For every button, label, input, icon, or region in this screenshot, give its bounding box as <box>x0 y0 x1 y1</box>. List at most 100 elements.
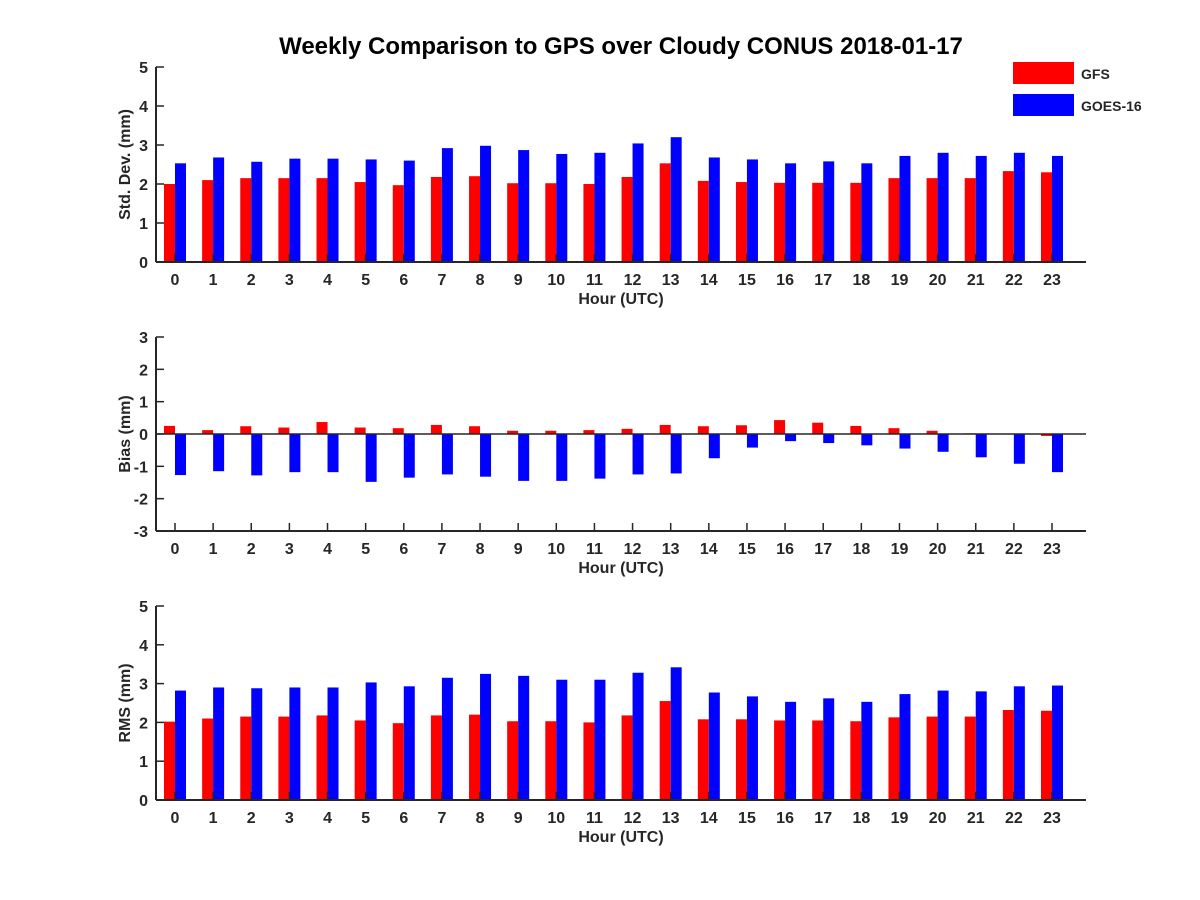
bar-gfs-hour-14 <box>697 426 709 434</box>
bar-gfs-hour-6 <box>392 185 404 262</box>
x-tick-label: 11 <box>586 272 603 289</box>
legend-label-goes16: GOES-16 <box>1081 98 1142 114</box>
bar-goes16-hour-8 <box>480 673 492 800</box>
x-tick-label: 6 <box>399 541 408 558</box>
y-tick-label: 4 <box>139 99 148 116</box>
bar-goes16-hour-17 <box>823 434 835 444</box>
bar-gfs-hour-11 <box>583 722 595 800</box>
y-tick-label: -2 <box>134 492 148 509</box>
x-tick-label: 18 <box>852 541 870 558</box>
x-tick-label: 21 <box>967 810 985 827</box>
bar-gfs-hour-7 <box>430 715 442 800</box>
bar-goes16-hour-16 <box>785 163 797 262</box>
bar-gfs-hour-18 <box>850 721 862 800</box>
x-tick-label: 13 <box>662 810 680 827</box>
bar-gfs-hour-19 <box>888 428 900 434</box>
y-tick-label: 5 <box>139 60 148 77</box>
x-tick-label: 19 <box>891 810 909 827</box>
bar-gfs-hour-16 <box>774 420 786 434</box>
bar-gfs-hour-23 <box>1040 434 1052 436</box>
x-tick-label: 1 <box>209 810 218 827</box>
bar-goes16-hour-22 <box>1013 152 1025 262</box>
bar-goes16-hour-1 <box>213 434 225 472</box>
bar-goes16-hour-22 <box>1013 434 1025 464</box>
bar-goes16-hour-20 <box>937 434 949 452</box>
x-tick-label: 2 <box>247 272 256 289</box>
bar-gfs-hour-10 <box>545 721 557 800</box>
bar-gfs-hour-17 <box>812 720 824 800</box>
y-tick-label: 2 <box>139 362 148 379</box>
x-tick-label: 16 <box>776 272 794 289</box>
x-tick-label: 8 <box>476 541 485 558</box>
y-tick-label: 3 <box>139 677 148 694</box>
x-tick-label: 23 <box>1043 272 1061 289</box>
bar-gfs-hour-10 <box>545 183 557 262</box>
y-tick-label: -3 <box>134 524 148 541</box>
bar-goes16-hour-5 <box>365 159 377 262</box>
x-tick-label: 21 <box>967 541 985 558</box>
bar-goes16-hour-0 <box>175 434 186 476</box>
bar-goes16-hour-3 <box>289 687 301 800</box>
x-axis-label: Hour (UTC) <box>578 560 663 577</box>
bar-goes16-hour-6 <box>403 686 415 800</box>
legend-label-gfs: GFS <box>1081 66 1110 82</box>
bar-gfs-hour-7 <box>430 176 442 262</box>
bar-gfs-hour-9 <box>507 721 519 800</box>
bar-goes16-hour-4 <box>327 434 339 473</box>
bar-gfs-hour-4 <box>316 422 328 434</box>
bar-goes16-hour-10 <box>556 434 568 481</box>
bar-gfs-hour-6 <box>392 723 404 800</box>
bar-gfs-hour-6 <box>392 428 404 434</box>
x-tick-label: 20 <box>929 272 947 289</box>
bar-goes16-hour-4 <box>327 687 339 800</box>
x-tick-label: 22 <box>1005 810 1023 827</box>
x-tick-label: 22 <box>1005 541 1023 558</box>
bar-gfs-hour-20 <box>926 716 938 800</box>
x-tick-label: 18 <box>852 810 870 827</box>
x-tick-label: 10 <box>547 272 565 289</box>
x-tick-label: 19 <box>891 541 909 558</box>
y-tick-label: 4 <box>139 638 148 655</box>
bar-goes16-hour-21 <box>975 691 987 800</box>
x-tick-label: 20 <box>929 810 947 827</box>
bar-gfs-hour-2 <box>240 426 252 434</box>
bar-goes16-hour-15 <box>746 159 758 262</box>
x-tick-label: 5 <box>361 272 370 289</box>
bar-goes16-hour-19 <box>899 694 911 800</box>
bar-gfs-hour-20 <box>926 178 938 262</box>
bar-goes16-hour-2 <box>251 688 263 800</box>
bar-gfs-hour-8 <box>469 176 481 262</box>
bar-goes16-hour-15 <box>746 696 758 800</box>
bar-gfs-hour-19 <box>888 178 900 262</box>
x-tick-label: 23 <box>1043 541 1061 558</box>
bar-goes16-hour-13 <box>670 434 682 474</box>
bar-goes16-hour-6 <box>403 160 415 262</box>
y-tick-label: 2 <box>139 177 148 194</box>
x-tick-label: 3 <box>285 810 294 827</box>
bar-gfs-hour-5 <box>354 182 366 262</box>
x-tick-label: 0 <box>171 810 180 827</box>
bar-goes16-hour-22 <box>1013 686 1025 800</box>
bar-gfs-hour-4 <box>316 715 328 800</box>
x-tick-label: 22 <box>1005 272 1023 289</box>
bar-gfs-hour-22 <box>1002 171 1014 262</box>
x-tick-label: 7 <box>437 810 446 827</box>
x-tick-label: 14 <box>700 810 718 827</box>
bar-gfs-hour-22 <box>1002 709 1014 800</box>
bar-goes16-hour-14 <box>708 157 720 262</box>
bar-goes16-hour-9 <box>518 150 530 262</box>
x-tick-label: 16 <box>776 810 794 827</box>
bar-goes16-hour-16 <box>785 434 797 442</box>
x-tick-label: 1 <box>209 541 218 558</box>
bar-gfs-hour-10 <box>545 430 557 434</box>
bar-goes16-hour-19 <box>899 434 911 449</box>
bar-gfs-hour-23 <box>1040 710 1052 800</box>
x-tick-label: 13 <box>662 541 680 558</box>
bar-goes16-hour-20 <box>937 690 949 800</box>
bar-goes16-hour-10 <box>556 679 568 800</box>
x-tick-label: 23 <box>1043 810 1061 827</box>
bar-gfs-hour-12 <box>621 428 633 434</box>
bar-gfs-hour-0 <box>164 425 175 434</box>
